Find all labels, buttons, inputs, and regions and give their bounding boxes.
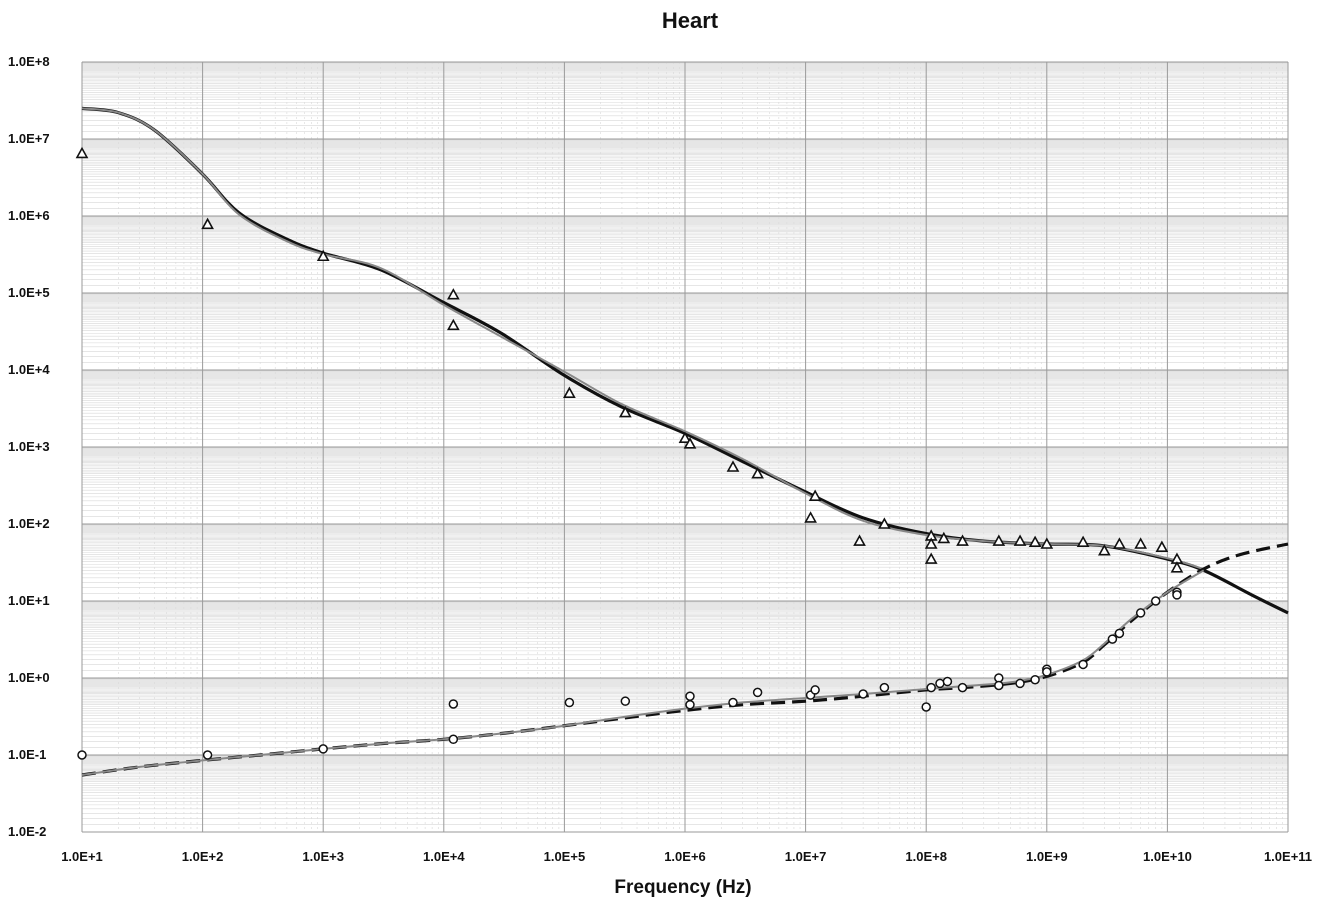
y-tick-label: 1.0E+0 xyxy=(8,670,50,685)
data-point-triangle xyxy=(683,437,697,449)
y-tick-label: 1.0E+3 xyxy=(8,439,50,454)
data-point-triangle xyxy=(1040,537,1054,549)
data-point-triangle xyxy=(201,217,214,230)
data-point-triangle xyxy=(446,288,460,300)
x-tick-label: 1.0E+8 xyxy=(905,849,947,864)
data-point-circle xyxy=(318,744,328,754)
data-point-circle xyxy=(1135,608,1146,618)
data-point-circle xyxy=(935,678,945,689)
data-point-triangle xyxy=(1113,537,1126,549)
data-point-triangle xyxy=(316,249,330,262)
data-point-triangle xyxy=(808,489,822,501)
data-point-triangle xyxy=(1134,537,1148,549)
x-tick-label: 1.0E+10 xyxy=(1143,849,1192,864)
data-point-circle xyxy=(620,696,631,706)
data-point-triangle xyxy=(726,460,740,472)
data-point-triangle xyxy=(1076,535,1090,548)
y-tick-label: 1.0E+1 xyxy=(8,593,50,608)
data-point-circle xyxy=(564,697,575,708)
data-point-circle xyxy=(926,682,936,693)
data-point-triangle xyxy=(1013,534,1027,546)
data-point-circle xyxy=(1042,667,1052,677)
data-point-circle xyxy=(1015,678,1025,689)
data-point-circle xyxy=(1078,659,1088,670)
data-point-circle xyxy=(858,689,868,699)
data-point-circle xyxy=(942,676,953,687)
data-point-circle xyxy=(685,691,695,701)
data-point-circle xyxy=(77,750,87,760)
chart-title: Heart xyxy=(662,8,719,33)
data-point-circle xyxy=(1172,590,1182,600)
data-point-triangle xyxy=(956,534,969,546)
data-point-circle xyxy=(1030,674,1040,685)
data-point-circle xyxy=(752,687,763,698)
data-point-triangle xyxy=(1097,544,1111,556)
data-point-circle xyxy=(685,699,695,710)
series-line-gray xyxy=(81,107,1204,570)
y-tick-label: 1.0E+2 xyxy=(8,516,50,531)
data-point-triangle xyxy=(446,318,460,331)
y-tick-labels: 1.0E+8 1.0E+7 1.0E+6 1.0E+5 1.0E+4 1.0E+3 1.0E… xyxy=(8,54,50,839)
x-tick-label: 1.0E+11 xyxy=(1264,849,1312,864)
markers-layer xyxy=(75,146,1184,760)
data-point-triangle xyxy=(937,531,951,544)
data-point-circle xyxy=(448,734,459,745)
data-point-circle xyxy=(1107,634,1118,644)
x-tick-label: 1.0E+1 xyxy=(61,849,103,864)
y-tick-label: 1.0E+6 xyxy=(8,208,50,223)
data-point-circle xyxy=(728,697,738,708)
data-point-triangle xyxy=(1028,535,1042,548)
data-point-triangle xyxy=(1155,540,1169,552)
grid xyxy=(81,61,1289,833)
x-tick-label: 1.0E+9 xyxy=(1026,849,1068,864)
data-point-circle xyxy=(879,682,890,693)
data-point-triangle xyxy=(924,537,938,549)
data-point-triangle xyxy=(75,146,89,159)
data-point-circle xyxy=(921,702,931,712)
y-tick-label: 1.0E+7 xyxy=(8,131,50,146)
data-point-triangle xyxy=(751,467,764,479)
data-point-circle xyxy=(1114,628,1125,639)
y-tick-label: 1.0E+4 xyxy=(8,362,50,377)
y-tick-label: 1.0E+5 xyxy=(8,285,50,300)
data-point-triangle xyxy=(563,386,576,398)
data-point-circle xyxy=(994,680,1004,691)
x-axis-label: Frequency (Hz) xyxy=(614,877,751,898)
data-point-triangle xyxy=(804,511,817,523)
data-point-triangle xyxy=(878,517,891,529)
data-point-triangle xyxy=(1170,561,1184,573)
data-point-triangle xyxy=(618,405,632,418)
series-line-gray xyxy=(81,569,1205,776)
data-point-triangle xyxy=(924,552,938,564)
x-tick-label: 1.0E+6 xyxy=(664,849,706,864)
data-point-circle xyxy=(810,685,820,695)
data-point-circle xyxy=(1150,596,1161,606)
x-tick-label: 1.0E+7 xyxy=(785,849,827,864)
x-tick-labels: 1.0E+1 1.0E+2 1.0E+3 1.0E+4 1.0E+5 1.0E+6 1.0E… xyxy=(61,849,1312,864)
data-point-triangle xyxy=(853,534,866,546)
x-tick-label: 1.0E+4 xyxy=(423,849,465,864)
data-point-triangle xyxy=(992,534,1006,546)
x-tick-label: 1.0E+2 xyxy=(182,849,224,864)
y-tick-label: 1.0E-2 xyxy=(8,824,46,839)
y-tick-label: 1.0E-1 xyxy=(8,747,46,762)
y-tick-label: 1.0E+8 xyxy=(8,54,50,69)
x-tick-label: 1.0E+3 xyxy=(302,849,344,864)
data-point-triangle xyxy=(678,431,692,444)
data-point-circle xyxy=(202,750,213,760)
data-point-circle xyxy=(957,682,968,693)
x-tick-label: 1.0E+5 xyxy=(544,849,586,864)
data-point-circle xyxy=(448,699,459,709)
